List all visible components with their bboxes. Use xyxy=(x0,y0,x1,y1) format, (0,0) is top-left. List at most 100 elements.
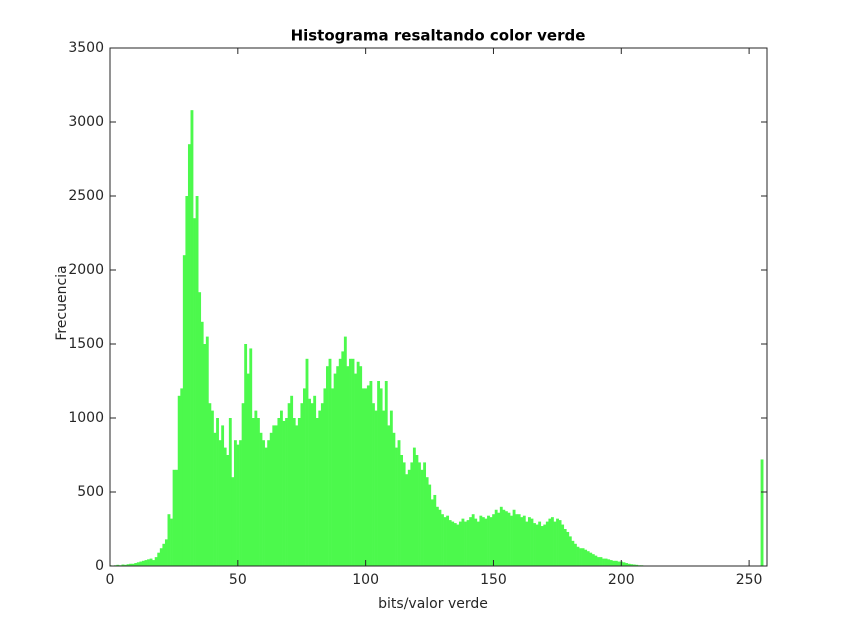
bar xyxy=(476,521,480,566)
bar xyxy=(308,398,311,566)
bar xyxy=(630,564,634,566)
bar xyxy=(328,358,332,566)
bar xyxy=(274,425,278,566)
x-tick-label: 0 xyxy=(106,572,115,588)
bar xyxy=(425,477,429,566)
bar xyxy=(430,499,434,566)
bar xyxy=(162,543,166,566)
bar xyxy=(331,388,334,566)
bar xyxy=(193,218,196,566)
bar xyxy=(210,410,214,566)
bar xyxy=(254,410,258,566)
bar xyxy=(622,562,626,566)
bar xyxy=(300,403,304,566)
bar xyxy=(236,444,240,566)
bar xyxy=(625,563,628,566)
bar xyxy=(282,420,286,566)
bar xyxy=(198,292,202,566)
bar xyxy=(139,561,143,566)
bar xyxy=(313,395,317,566)
bar xyxy=(517,514,521,566)
bar xyxy=(471,514,475,566)
bar xyxy=(405,474,409,566)
bar xyxy=(458,521,462,566)
bar xyxy=(341,351,345,566)
bar xyxy=(589,552,593,566)
bar xyxy=(277,418,281,566)
bar xyxy=(607,559,611,566)
bar xyxy=(479,515,483,566)
bar xyxy=(612,560,616,566)
bar xyxy=(323,388,327,566)
bar xyxy=(525,521,529,566)
x-tick-label: 100 xyxy=(352,572,379,588)
y-tick-label: 500 xyxy=(77,484,104,500)
bar xyxy=(502,509,506,566)
bar xyxy=(320,403,324,566)
bar xyxy=(154,557,158,566)
bar xyxy=(497,512,501,566)
bar xyxy=(412,447,416,566)
y-axis-label: Frecuencia xyxy=(54,265,70,340)
bar xyxy=(290,395,294,566)
bar xyxy=(627,563,631,566)
bar xyxy=(571,540,575,566)
bar xyxy=(318,410,322,566)
bar xyxy=(349,358,352,566)
bar xyxy=(221,425,225,566)
y-tick-label: 3500 xyxy=(68,40,104,56)
bar xyxy=(200,321,204,566)
bar xyxy=(384,381,388,566)
bar xyxy=(561,524,565,566)
bar xyxy=(581,548,585,566)
bar xyxy=(190,110,194,566)
bar xyxy=(343,336,347,566)
bar xyxy=(159,548,163,566)
bar xyxy=(354,373,357,566)
bar xyxy=(121,564,125,566)
bar xyxy=(131,563,135,566)
bar xyxy=(251,418,255,566)
bar xyxy=(420,469,424,566)
bar xyxy=(241,403,245,566)
bar xyxy=(550,517,554,566)
bar xyxy=(303,388,306,566)
bar xyxy=(359,366,363,566)
bar xyxy=(494,509,498,566)
bar xyxy=(635,564,639,566)
bar xyxy=(515,514,519,566)
bar xyxy=(520,517,524,566)
bar xyxy=(364,388,368,566)
bar xyxy=(239,440,242,566)
bar xyxy=(579,548,582,566)
bar xyxy=(262,440,265,566)
bar xyxy=(170,518,173,566)
bar xyxy=(264,447,268,566)
bar xyxy=(382,410,386,566)
bar xyxy=(617,561,621,566)
bar xyxy=(464,521,467,566)
bar xyxy=(522,515,526,566)
bar xyxy=(244,344,248,566)
bar xyxy=(223,447,227,566)
bar xyxy=(584,549,588,566)
y-tick-label: 2000 xyxy=(68,262,104,278)
bar xyxy=(492,514,496,566)
bar xyxy=(205,336,209,566)
bar xyxy=(172,469,176,566)
bar xyxy=(315,418,319,566)
bar xyxy=(466,520,470,566)
bar xyxy=(400,455,404,566)
bar xyxy=(760,459,764,566)
bar xyxy=(481,517,485,566)
bar xyxy=(116,564,120,566)
bar xyxy=(144,560,148,566)
bar xyxy=(510,515,513,566)
bar xyxy=(216,418,219,566)
bar xyxy=(487,515,490,566)
bar xyxy=(586,551,590,566)
bar xyxy=(453,523,457,566)
bar xyxy=(187,144,191,566)
bar xyxy=(379,388,383,566)
